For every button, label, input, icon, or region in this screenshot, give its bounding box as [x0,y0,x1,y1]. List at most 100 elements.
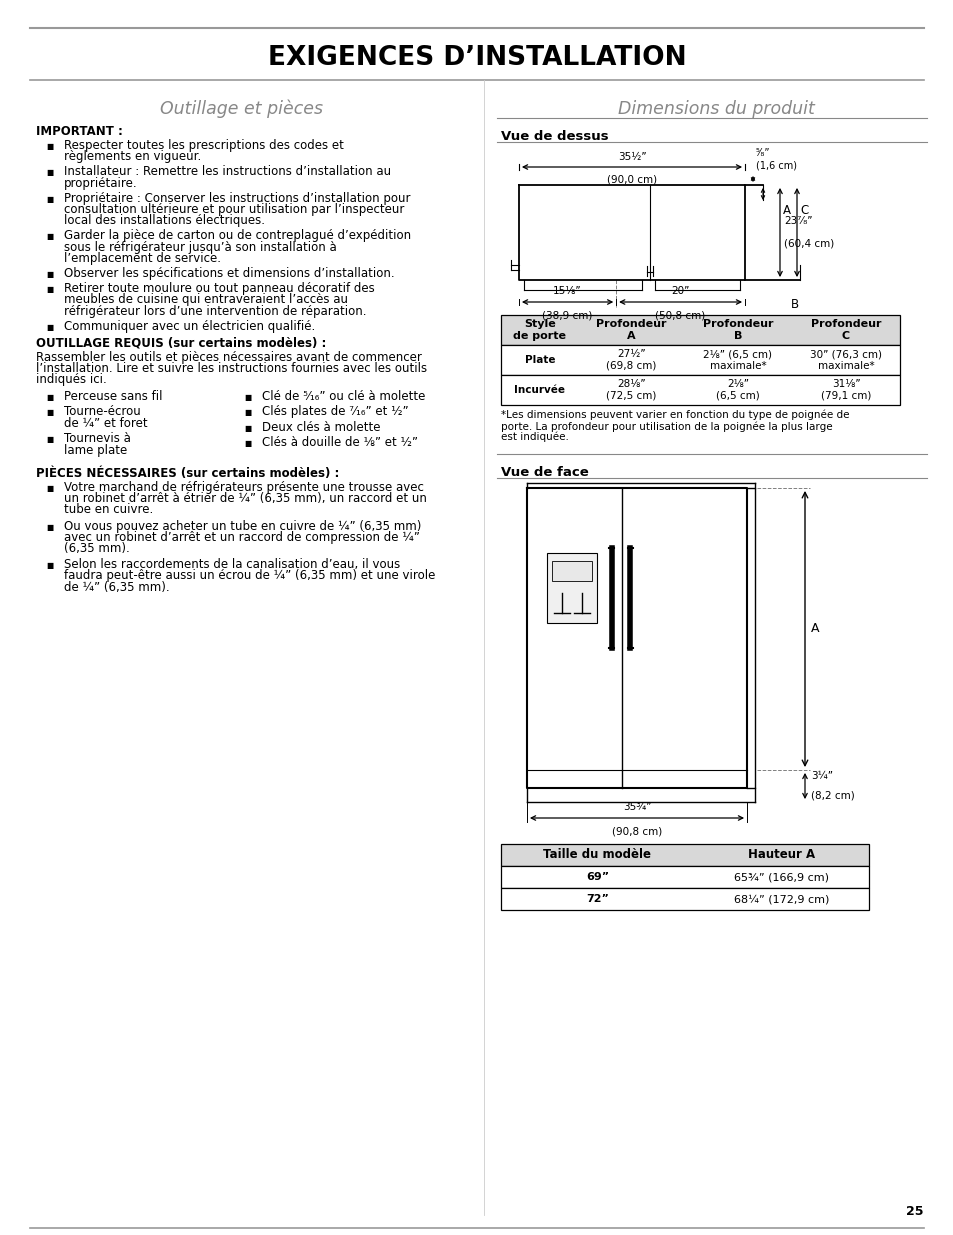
Text: ■: ■ [47,408,53,417]
Text: Respecter toutes les prescriptions des codes et: Respecter toutes les prescriptions des c… [64,140,343,152]
Text: 3¼”: 3¼” [810,771,832,781]
Text: (50,8 cm): (50,8 cm) [655,311,705,321]
Text: Profondeur
A: Profondeur A [596,319,666,341]
Text: C: C [800,204,807,216]
Text: Vue de dessus: Vue de dessus [500,130,608,143]
Text: lame plate: lame plate [64,443,127,457]
Text: Selon les raccordements de la canalisation d’eau, il vous: Selon les raccordements de la canalisati… [64,558,400,572]
Text: Deux clés à molette: Deux clés à molette [262,421,380,433]
Text: 35¾”: 35¾” [622,802,651,811]
Text: Dimensions du produit: Dimensions du produit [617,100,814,119]
Text: de ¼” et foret: de ¼” et foret [64,416,148,430]
Text: 69”: 69” [585,872,608,882]
Text: ■: ■ [47,232,53,241]
Text: ■: ■ [47,195,53,204]
Text: ■: ■ [244,393,252,401]
Bar [500,315,899,345]
Text: ■: ■ [47,270,53,279]
Text: Hauteur A: Hauteur A [747,848,814,862]
Text: 28⅛”
(72,5 cm): 28⅛” (72,5 cm) [606,379,656,401]
Bar [500,345,899,375]
Text: 25: 25 [905,1205,923,1218]
Text: 68¼” (172,9 cm): 68¼” (172,9 cm) [733,894,828,904]
Text: B: B [790,298,799,311]
Bar [546,553,596,622]
Text: l’emplacement de service.: l’emplacement de service. [64,252,221,264]
Text: ■: ■ [47,142,53,151]
Text: Plate: Plate [524,354,555,366]
Text: IMPORTANT :: IMPORTANT : [36,125,123,138]
Text: local des installations électriques.: local des installations électriques. [64,214,265,227]
Text: ■: ■ [47,285,53,294]
Text: A: A [810,622,819,636]
Text: A: A [782,204,790,216]
Text: (8,2 cm): (8,2 cm) [810,790,854,802]
Text: (90,8 cm): (90,8 cm) [611,827,661,837]
Text: 20”: 20” [671,287,689,296]
Text: Installateur : Remettre les instructions d’installation au: Installateur : Remettre les instructions… [64,165,391,178]
Text: est indiquée.: est indiquée. [500,432,568,442]
Text: faudra peut-être aussi un écrou de ¼” (6,35 mm) et une virole: faudra peut-être aussi un écrou de ¼” (6… [64,569,435,583]
Text: 2⅛” (6,5 cm)
maximale*: 2⅛” (6,5 cm) maximale* [702,350,772,370]
Text: tube en cuivre.: tube en cuivre. [64,504,153,516]
Text: (6,35 mm).: (6,35 mm). [64,542,130,555]
Text: ■: ■ [47,435,53,445]
Text: ⁵⁄₈”: ⁵⁄₈” [755,148,770,158]
Text: ■: ■ [244,440,252,448]
Text: (1,6 cm): (1,6 cm) [755,161,796,170]
Text: *Les dimensions peuvent varier en fonction du type de poignée de: *Les dimensions peuvent varier en foncti… [500,410,848,420]
Text: ■: ■ [244,424,252,432]
Text: ■: ■ [47,322,53,332]
Text: Communiquer avec un électricien qualifié.: Communiquer avec un électricien qualifié… [64,320,314,332]
Text: meubles de cuisine qui entraveraient l’accès au: meubles de cuisine qui entraveraient l’a… [64,294,348,306]
Text: consultation ultérieure et pour utilisation par l’inspecteur: consultation ultérieure et pour utilisat… [64,203,404,216]
Text: Propriétaire : Conserver les instructions d’installation pour: Propriétaire : Conserver les instruction… [64,191,410,205]
Text: Clé de ⁵⁄₁₆” ou clé à molette: Clé de ⁵⁄₁₆” ou clé à molette [262,389,425,403]
Text: 15⅛”: 15⅛” [553,287,581,296]
Text: règlements en vigueur.: règlements en vigueur. [64,151,201,163]
Text: PIÈCES NÉCESSAIRES (sur certains modèles) :: PIÈCES NÉCESSAIRES (sur certains modèles… [36,467,339,480]
Text: Garder la pièce de carton ou de contreplagué d’expédition: Garder la pièce de carton ou de contrepl… [64,230,411,242]
Bar [500,866,868,888]
Text: OUTILLAGE REQUIS (sur certains modèles) :: OUTILLAGE REQUIS (sur certains modèles) … [36,337,326,350]
Bar [500,375,899,405]
Text: EXIGENCES D’INSTALLATION: EXIGENCES D’INSTALLATION [268,44,685,70]
Text: 23⁷⁄₈”: 23⁷⁄₈” [783,216,812,226]
Text: Votre marchand de réfrigérateurs présente une trousse avec: Votre marchand de réfrigérateurs présent… [64,482,423,494]
Text: indiqués ici.: indiqués ici. [36,373,107,387]
Text: Profondeur
B: Profondeur B [702,319,773,341]
Text: Tourne-écrou: Tourne-écrou [64,405,141,419]
Bar [500,844,868,866]
Text: (90,0 cm): (90,0 cm) [606,175,657,185]
Text: Retirer toute moulure ou tout panneau décoratif des: Retirer toute moulure ou tout panneau dé… [64,283,375,295]
Text: 35½”: 35½” [617,152,645,162]
Text: Ou vous pouvez acheter un tube en cuivre de ¼” (6,35 mm): Ou vous pouvez acheter un tube en cuivre… [64,520,421,532]
Text: un robinet d’arrêt à étrier de ¼” (6,35 mm), un raccord et un: un robinet d’arrêt à étrier de ¼” (6,35 … [64,493,426,505]
Text: de ¼” (6,35 mm).: de ¼” (6,35 mm). [64,580,170,594]
Text: propriétaire.: propriétaire. [64,177,137,190]
Text: sous le réfrigérateur jusqu’à son installation à: sous le réfrigérateur jusqu’à son instal… [64,241,336,253]
Text: Profondeur
C: Profondeur C [810,319,881,341]
Text: (38,9 cm): (38,9 cm) [542,311,592,321]
Text: (60,4 cm): (60,4 cm) [783,238,833,248]
Text: porte. La profondeur pour utilisation de la poignée la plus large: porte. La profondeur pour utilisation de… [500,421,832,431]
Text: Perceuse sans fil: Perceuse sans fil [64,389,162,403]
Text: ■: ■ [244,408,252,417]
Text: ■: ■ [47,393,53,401]
Text: Clés plates de ⁷⁄₁₆” et ½”: Clés plates de ⁷⁄₁₆” et ½” [262,405,408,419]
Text: 31⅛”
(79,1 cm): 31⅛” (79,1 cm) [820,379,870,401]
Text: avec un robinet d’arrêt et un raccord de compression de ¼”: avec un robinet d’arrêt et un raccord de… [64,531,419,543]
Text: 27½”
(69,8 cm): 27½” (69,8 cm) [606,350,656,370]
Text: 2⅛”
(6,5 cm): 2⅛” (6,5 cm) [716,379,760,401]
Text: ■: ■ [47,168,53,178]
Text: Observer les spécifications et dimensions d’installation.: Observer les spécifications et dimension… [64,267,395,280]
Bar [500,888,868,910]
Text: 72”: 72” [585,894,608,904]
Text: l’installation. Lire et suivre les instructions fournies avec les outils: l’installation. Lire et suivre les instr… [36,362,427,375]
Text: Rassembler les outils et pièces nécessaires avant de commencer: Rassembler les outils et pièces nécessai… [36,351,421,364]
Text: Incurvée: Incurvée [514,385,565,395]
Text: Clés à douille de ⅛” et ½”: Clés à douille de ⅛” et ½” [262,436,417,450]
Text: Taille du modèle: Taille du modèle [543,848,651,862]
Text: ■: ■ [47,522,53,532]
Text: Outillage et pièces: Outillage et pièces [160,100,323,119]
